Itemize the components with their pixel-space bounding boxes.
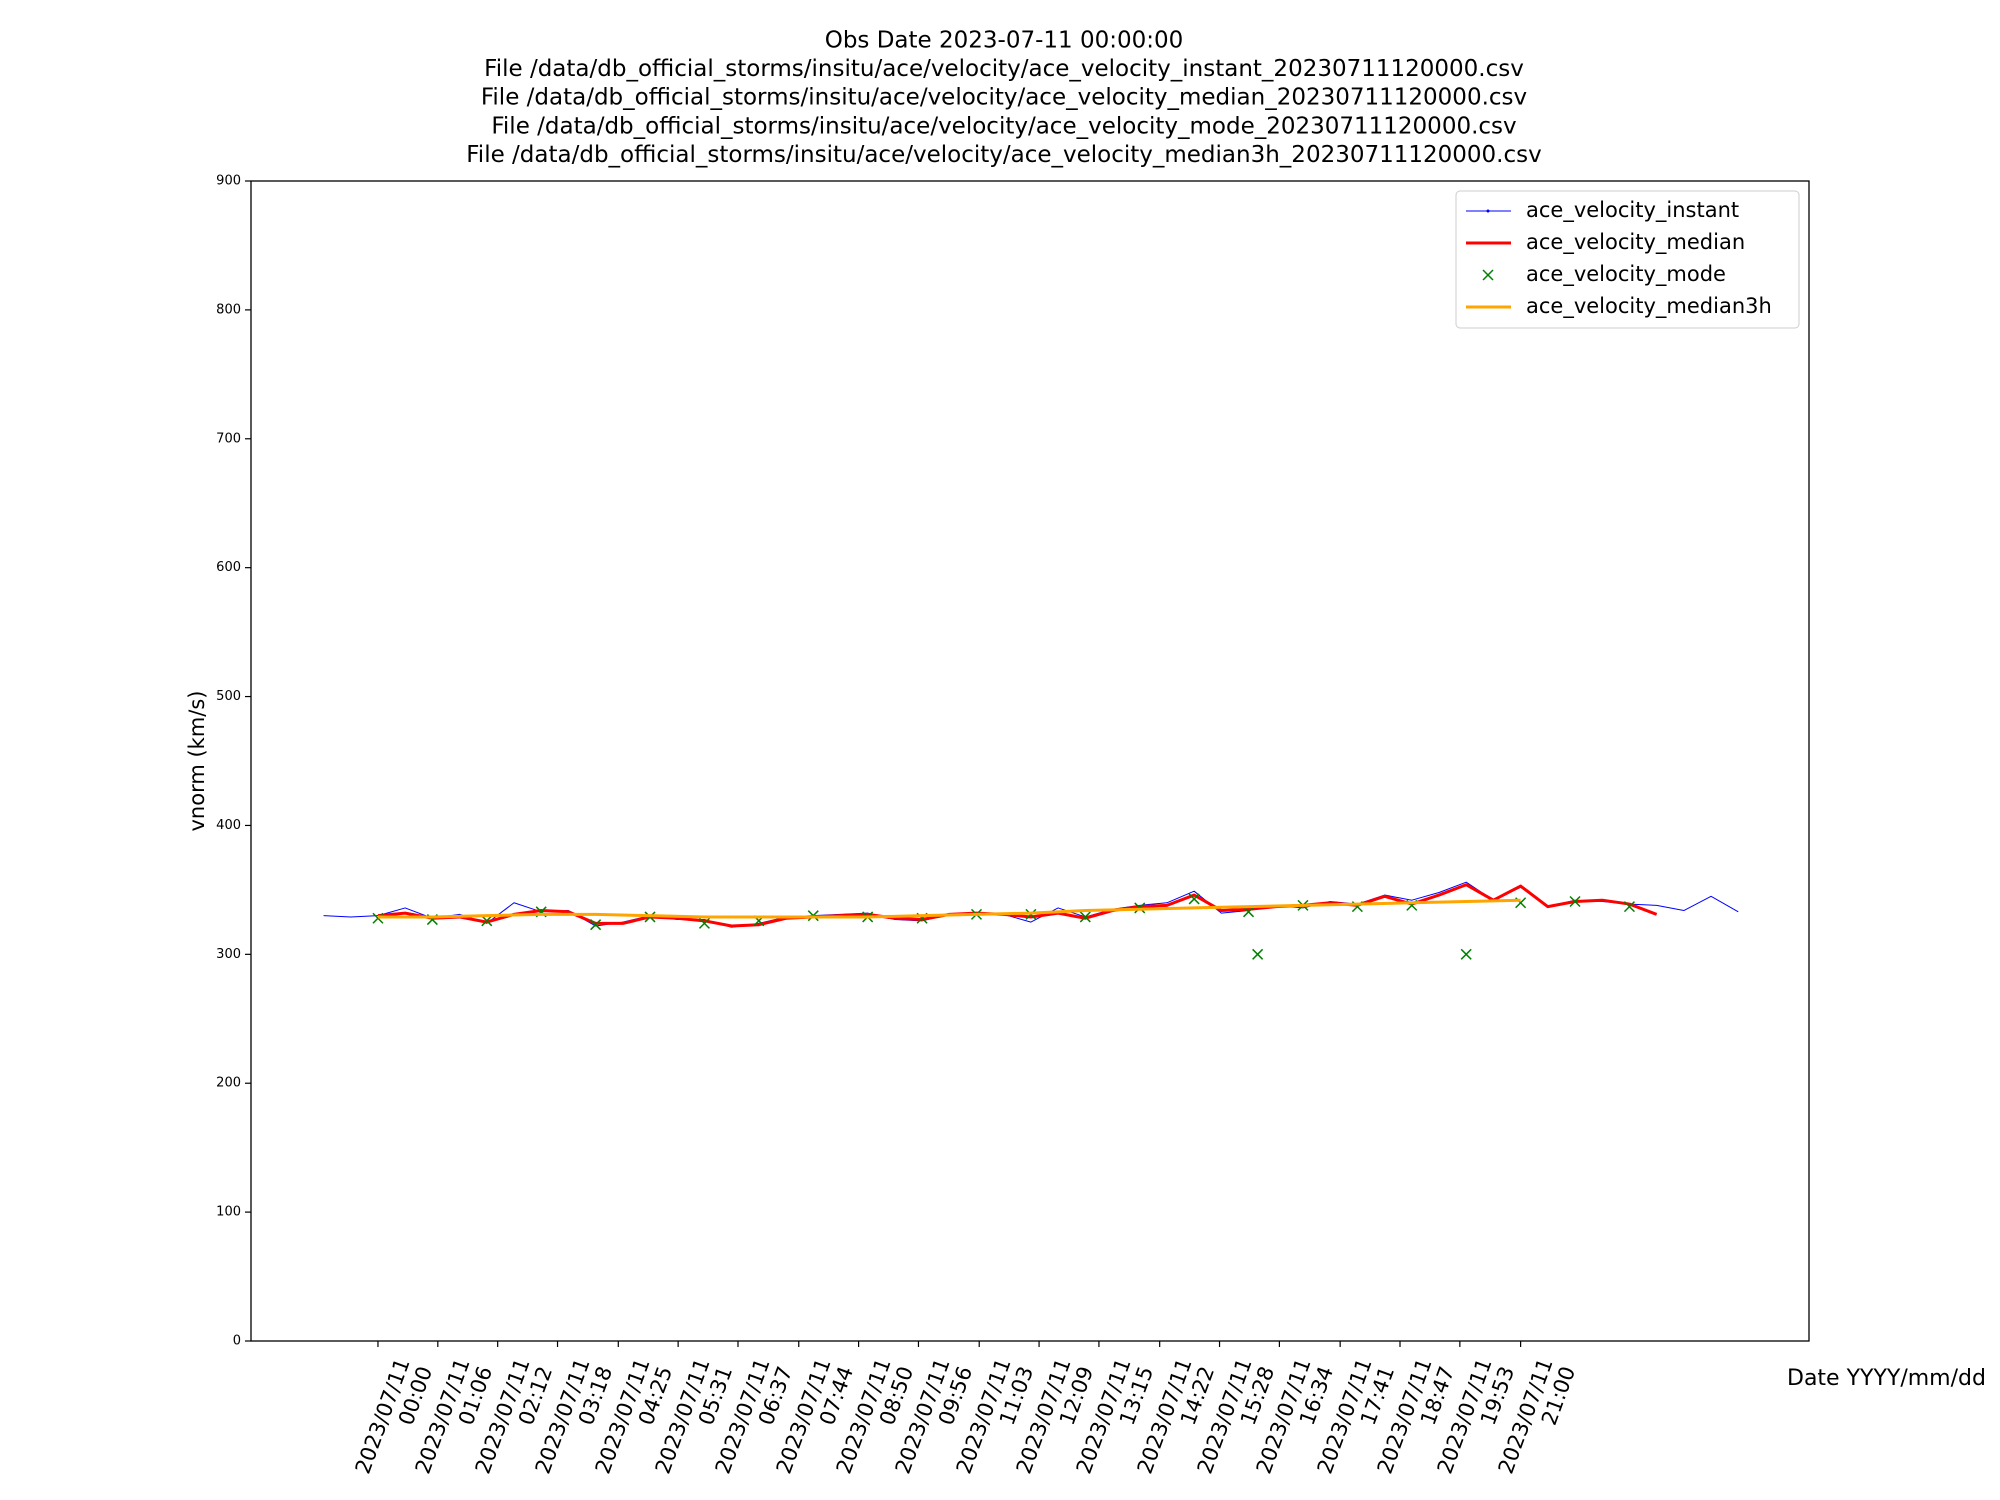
y-tick-label: 0 xyxy=(233,1334,241,1349)
y-tick-label: 500 xyxy=(216,689,241,704)
legend-label: ace_velocity_instant xyxy=(1526,198,1739,223)
mode-marker xyxy=(1569,895,1581,908)
y-tick-label: 700 xyxy=(216,431,241,446)
chart-title: Obs Date 2023-07-11 00:00:00 xyxy=(825,28,1184,54)
y-tick-label: 100 xyxy=(216,1205,241,1220)
mode-marker xyxy=(1243,906,1255,918)
plot-frame xyxy=(250,180,1810,1342)
mode-marker xyxy=(698,917,710,929)
x-axis-label: Date YYYY/mm/dd xyxy=(1787,1366,1986,1391)
y-tick-label: 900 xyxy=(216,174,241,189)
legend-swatch xyxy=(1486,209,1490,213)
mode-marker xyxy=(1460,948,1472,960)
y-tick-label: 300 xyxy=(216,947,241,962)
legend-swatch xyxy=(1482,269,1494,281)
mode-marker xyxy=(1188,893,1200,905)
y-tick-label: 600 xyxy=(216,560,241,575)
chart-title: File /data/db_official_storms/insitu/ace… xyxy=(466,142,1541,168)
mode-marker xyxy=(481,915,493,927)
series-line xyxy=(377,898,1521,919)
mode-marker xyxy=(1079,911,1091,923)
legend-box xyxy=(1455,190,1800,329)
y-axis-label: vnorm (km/s) xyxy=(185,690,209,831)
y-tick-label: 400 xyxy=(216,818,241,833)
series-line xyxy=(377,883,1658,928)
legend-label: ace_velocity_median xyxy=(1526,230,1745,255)
y-tick-label: 800 xyxy=(216,302,241,317)
legend-label: ace_velocity_mode xyxy=(1526,262,1726,287)
mode-marker xyxy=(590,919,602,931)
chart-title: File /data/db_official_storms/insitu/ace… xyxy=(491,113,1516,139)
legend-label: ace_velocity_median3h xyxy=(1526,294,1772,319)
mode-marker xyxy=(1623,901,1635,913)
chart-title: File /data/db_official_storms/insitu/ace… xyxy=(484,56,1524,82)
mode-marker xyxy=(1252,948,1264,960)
chart-title: File /data/db_official_storms/insitu/ace… xyxy=(481,85,1527,111)
y-tick-label: 200 xyxy=(216,1076,241,1091)
